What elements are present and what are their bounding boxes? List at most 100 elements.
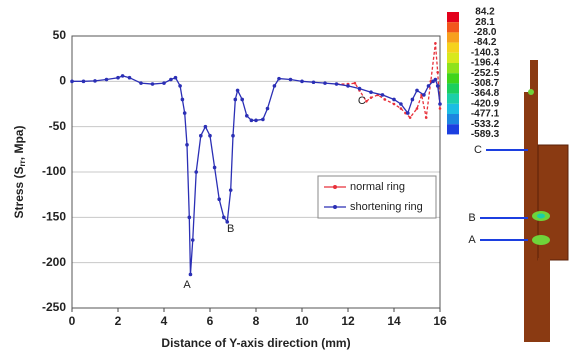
point — [191, 238, 195, 242]
point — [229, 188, 233, 192]
point — [439, 107, 442, 110]
point — [70, 80, 74, 84]
x-tick-label: 6 — [207, 314, 214, 328]
point — [139, 81, 143, 85]
colorbar-band — [447, 83, 459, 93]
point — [181, 98, 185, 102]
point — [105, 78, 109, 82]
colorbar-band — [447, 43, 459, 53]
colorbar-band — [447, 63, 459, 73]
point — [427, 84, 431, 88]
point — [169, 78, 173, 82]
legend-marker — [333, 205, 337, 209]
series-line — [337, 43, 441, 117]
annotation: B — [227, 223, 234, 235]
legend-label: normal ring — [350, 181, 405, 193]
point — [208, 134, 212, 138]
point — [323, 81, 327, 85]
x-tick-label: 16 — [433, 314, 447, 328]
y-tick-label: 0 — [59, 74, 66, 88]
point — [400, 107, 403, 110]
point — [289, 78, 293, 82]
point — [399, 102, 403, 106]
x-tick-label: 0 — [69, 314, 76, 328]
point — [406, 111, 410, 115]
point — [245, 114, 249, 118]
point — [358, 87, 362, 91]
point — [185, 143, 189, 147]
point — [273, 84, 277, 88]
contour-spot — [537, 214, 545, 219]
point — [434, 42, 437, 45]
colorbar-band — [447, 32, 459, 42]
point — [231, 134, 235, 138]
x-tick-label: 10 — [295, 314, 309, 328]
x-tick-label: 8 — [253, 314, 260, 328]
colorbar-band — [447, 53, 459, 63]
series-line — [72, 76, 440, 275]
point — [392, 98, 396, 102]
point — [409, 116, 412, 119]
point — [217, 197, 221, 201]
point — [425, 116, 428, 119]
legend-label: shortening ring — [350, 201, 423, 213]
colorbar-band — [447, 124, 459, 134]
point — [415, 89, 419, 93]
point — [128, 76, 132, 80]
point — [436, 71, 439, 74]
y-tick-label: -50 — [49, 119, 67, 133]
annotation: A — [183, 279, 191, 291]
contour-spot — [532, 235, 550, 245]
point — [199, 134, 203, 138]
contour-spot — [528, 89, 534, 95]
point — [436, 84, 440, 88]
point — [354, 82, 357, 85]
hub — [538, 258, 550, 342]
point — [250, 119, 254, 123]
y-tick-label: -200 — [42, 255, 66, 269]
point — [189, 273, 193, 277]
point — [266, 107, 270, 111]
x-tick-label: 14 — [387, 314, 401, 328]
point — [300, 80, 304, 84]
point — [254, 119, 258, 123]
point — [222, 216, 226, 220]
point — [434, 78, 438, 82]
point — [312, 80, 316, 84]
point — [370, 96, 373, 99]
colorbar-label: -589.3 — [471, 129, 500, 140]
colorbar-band — [447, 104, 459, 114]
annotation: B — [468, 212, 475, 224]
legend-marker — [333, 185, 337, 189]
y-tick-label: -150 — [42, 210, 66, 224]
point — [188, 216, 192, 220]
x-axis-label: Distance of Y-axis direction (mm) — [161, 336, 350, 350]
y-axis-label: Stress (Srr, Mpa) — [12, 126, 27, 219]
point — [93, 79, 97, 83]
annotation: C — [474, 144, 482, 156]
point — [346, 84, 350, 88]
colorbar-band — [447, 94, 459, 104]
point — [381, 93, 385, 97]
point — [213, 166, 217, 170]
colorbar-band — [447, 12, 459, 22]
y-axis-label-part: , Mpa) — [12, 126, 26, 161]
point — [236, 89, 240, 93]
point — [151, 82, 155, 86]
point — [183, 111, 187, 115]
point — [335, 82, 339, 86]
x-tick-label: 12 — [341, 314, 355, 328]
point — [240, 98, 244, 102]
point — [369, 90, 373, 94]
point — [438, 102, 442, 106]
point — [204, 125, 208, 129]
point — [277, 77, 281, 81]
point — [261, 118, 265, 122]
y-axis-label-part: Stress (S — [12, 166, 26, 218]
annotation: C — [358, 95, 366, 107]
figure: -250-200-150-100-500500246810121416Dista… — [0, 0, 571, 356]
point — [174, 76, 178, 80]
point — [416, 107, 419, 110]
point — [121, 74, 125, 78]
x-tick-label: 2 — [115, 314, 122, 328]
